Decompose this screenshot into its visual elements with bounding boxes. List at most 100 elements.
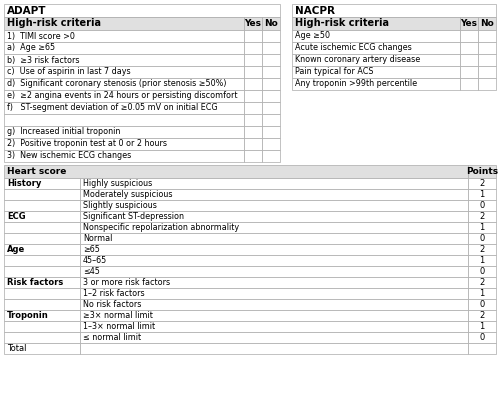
Bar (468, 222, 496, 233)
Bar (4, 78, 244, 90)
Bar (80, 299, 468, 310)
Text: 1: 1 (480, 223, 484, 232)
Text: ADAPT: ADAPT (7, 6, 46, 15)
Bar (262, 78, 280, 90)
Bar (468, 343, 496, 354)
Bar (244, 138, 262, 150)
Text: e)  ≥2 angina events in 24 hours or persisting discomfort: e) ≥2 angina events in 24 hours or persi… (7, 91, 237, 100)
Bar (262, 150, 280, 162)
Text: ≤45: ≤45 (83, 267, 100, 276)
Bar (292, 42, 460, 54)
Text: 1: 1 (480, 256, 484, 265)
Text: Acute ischemic ECG changes: Acute ischemic ECG changes (295, 44, 412, 52)
Bar (478, 17, 496, 30)
Bar (468, 277, 496, 288)
Bar (80, 200, 468, 211)
Text: 1: 1 (480, 322, 484, 331)
Text: 2)  Positive troponin test at 0 or 2 hours: 2) Positive troponin test at 0 or 2 hour… (7, 139, 167, 148)
Bar (4, 288, 80, 299)
Text: 1: 1 (480, 190, 484, 199)
Text: Slightly suspicious: Slightly suspicious (83, 201, 157, 210)
Text: Moderately suspicious: Moderately suspicious (83, 190, 172, 199)
Text: Total: Total (7, 344, 26, 353)
Bar (80, 211, 468, 222)
Bar (468, 233, 496, 244)
Bar (478, 42, 496, 54)
Text: Known coronary artery disease: Known coronary artery disease (295, 56, 420, 64)
Text: 0: 0 (480, 333, 484, 342)
Bar (262, 114, 280, 126)
Text: 3 or more risk factors: 3 or more risk factors (83, 278, 170, 287)
Bar (80, 233, 468, 244)
Text: 1)  TIMI score >0: 1) TIMI score >0 (7, 31, 75, 40)
Bar (244, 102, 262, 114)
Bar (244, 30, 262, 42)
Bar (262, 54, 280, 66)
Bar (4, 332, 80, 343)
Text: f)   ST-segment deviation of ≥0.05 mV on initial ECG: f) ST-segment deviation of ≥0.05 mV on i… (7, 104, 218, 112)
Bar (468, 299, 496, 310)
Bar (4, 244, 80, 255)
Bar (80, 178, 468, 189)
Bar (292, 4, 496, 17)
Bar (80, 244, 468, 255)
Text: d)  Significant coronary stenosis (prior stenosis ≥50%): d) Significant coronary stenosis (prior … (7, 79, 226, 89)
Text: NACPR: NACPR (295, 6, 335, 15)
Bar (80, 332, 468, 343)
Text: Points: Points (466, 167, 498, 176)
Bar (468, 200, 496, 211)
Text: 0: 0 (480, 300, 484, 309)
Text: 2: 2 (480, 245, 484, 254)
Text: b)  ≥3 risk factors: b) ≥3 risk factors (7, 56, 80, 64)
Bar (4, 310, 80, 321)
Text: Troponin: Troponin (7, 311, 49, 320)
Text: 1–2 risk factors: 1–2 risk factors (83, 289, 144, 298)
Bar (468, 211, 496, 222)
Bar (468, 255, 496, 266)
Bar (460, 66, 478, 78)
Bar (4, 150, 244, 162)
Text: 2: 2 (480, 278, 484, 287)
Bar (80, 189, 468, 200)
Bar (80, 277, 468, 288)
Bar (4, 321, 80, 332)
Bar (4, 189, 80, 200)
Bar (292, 30, 460, 42)
Bar (478, 66, 496, 78)
Bar (262, 126, 280, 138)
Bar (262, 66, 280, 78)
Text: Risk factors: Risk factors (7, 278, 63, 287)
Bar (80, 288, 468, 299)
Text: 2: 2 (480, 311, 484, 320)
Bar (262, 17, 280, 30)
Text: ≥65: ≥65 (83, 245, 100, 254)
Text: ≥3× normal limit: ≥3× normal limit (83, 311, 153, 320)
Text: Any troponin >99th percentile: Any troponin >99th percentile (295, 79, 417, 89)
Text: High-risk criteria: High-risk criteria (295, 19, 389, 29)
Bar (468, 321, 496, 332)
Bar (460, 30, 478, 42)
Bar (4, 4, 280, 17)
Text: g)  Increased initial troponin: g) Increased initial troponin (7, 127, 120, 137)
Bar (460, 54, 478, 66)
Text: ECG: ECG (7, 212, 26, 221)
Bar (4, 90, 244, 102)
Text: Pain typical for ACS: Pain typical for ACS (295, 67, 374, 77)
Bar (262, 30, 280, 42)
Bar (244, 42, 262, 54)
Bar (460, 78, 478, 90)
Bar (80, 321, 468, 332)
Bar (80, 222, 468, 233)
Bar (468, 266, 496, 277)
Text: Significant ST-depression: Significant ST-depression (83, 212, 184, 221)
Text: 0: 0 (480, 267, 484, 276)
Bar (244, 126, 262, 138)
Bar (4, 102, 244, 114)
Bar (80, 343, 468, 354)
Bar (478, 54, 496, 66)
Text: High-risk criteria: High-risk criteria (7, 19, 101, 29)
Bar (80, 266, 468, 277)
Bar (468, 189, 496, 200)
Bar (4, 211, 80, 222)
Bar (4, 138, 244, 150)
